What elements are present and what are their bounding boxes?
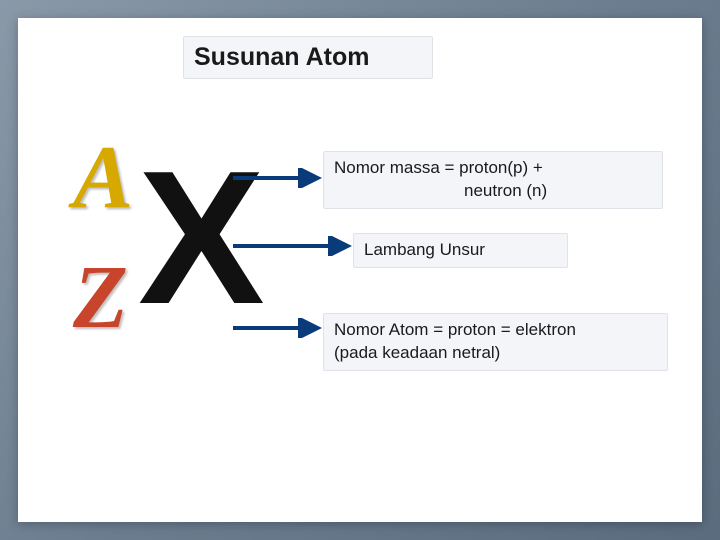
slide-panel: Susunan Atom A Z X xyxy=(18,18,702,522)
label-mass-line1: Nomor massa = proton(p) + xyxy=(334,157,652,180)
label-element-symbol: Lambang Unsur xyxy=(353,233,568,268)
label-atomic-number: Nomor Atom = proton = elektron (pada kea… xyxy=(323,313,668,371)
mass-number-letter: A xyxy=(73,133,133,223)
atomic-notation: A Z X xyxy=(73,133,273,353)
slide-title: Susunan Atom xyxy=(183,36,433,79)
label-atomnum-line2: (pada keadaan netral) xyxy=(334,342,657,365)
slide-frame: Susunan Atom A Z X xyxy=(0,0,720,540)
label-mass-number: Nomor massa = proton(p) + neutron (n) xyxy=(323,151,663,209)
atomic-number-letter: Z xyxy=(73,253,128,343)
label-atomnum-line1: Nomor Atom = proton = elektron xyxy=(334,319,657,342)
label-mass-line2: neutron (n) xyxy=(334,180,652,203)
element-symbol-letter: X xyxy=(138,143,265,333)
